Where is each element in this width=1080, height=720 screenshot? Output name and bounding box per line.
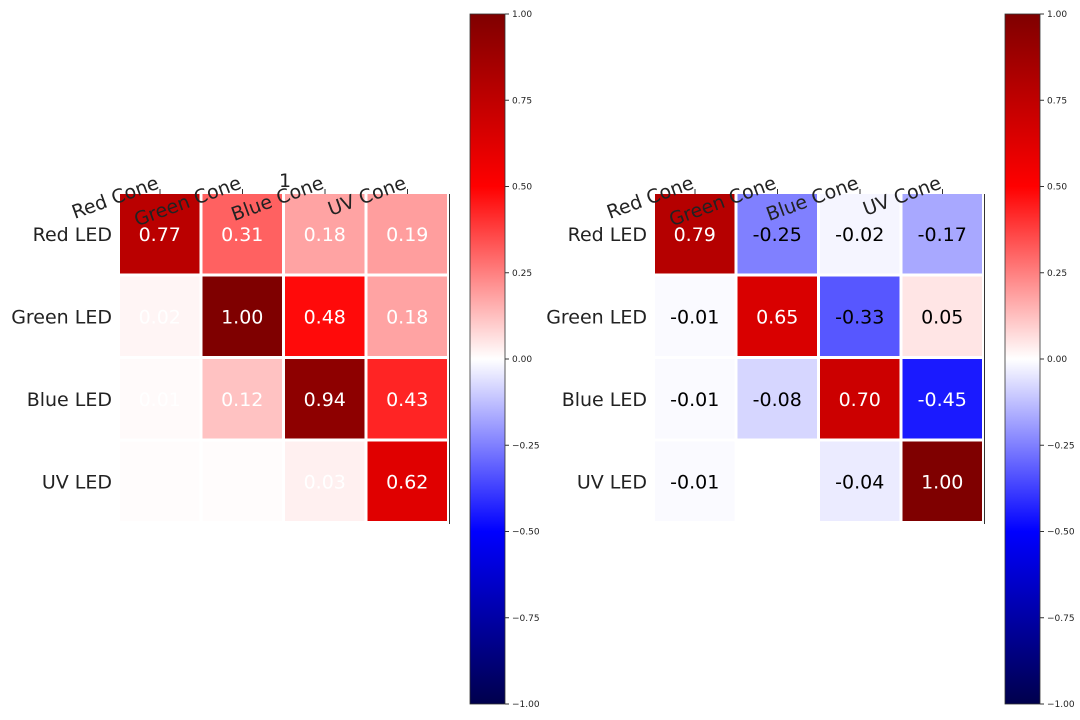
heatmap-cell — [737, 194, 817, 274]
colorbar-1: 1.00 0.75 0.50 0.25 0.00 −0.25 −0.50 −0.75 −1.00 — [469, 10, 540, 710]
heatmap-cell — [655, 441, 735, 521]
colorbar-gradient — [469, 13, 506, 705]
colorbar-tick-label: 1.00 — [512, 10, 532, 20]
cell-value-label: 1.00 — [221, 306, 263, 328]
colorbar-tick-label: 0.50 — [512, 183, 532, 193]
cell-value-label: 0.31 — [221, 224, 263, 246]
heatmap-cell — [120, 194, 200, 274]
cell-value-label: 0.01 — [139, 389, 181, 411]
cell-value-label: 0.02 — [139, 306, 181, 328]
cell-value-label: -0.25 — [753, 224, 802, 246]
heatmap-cell — [655, 359, 735, 439]
heatmap-cell — [655, 276, 735, 356]
chart-title: 1 — [279, 170, 291, 192]
cell-value-label: -0.01 — [670, 389, 719, 411]
heatmap-cell — [202, 276, 282, 356]
heatmap-cell — [902, 359, 982, 439]
heatmap-cell — [367, 194, 447, 274]
cell-value-label: 0.18 — [386, 306, 428, 328]
heatmap-cell — [902, 194, 982, 274]
heatmap-cell — [367, 276, 447, 356]
colorbar-tick-label: 0.00 — [512, 355, 532, 365]
row-label: Green LED — [11, 307, 112, 329]
row-label: Red LED — [568, 224, 647, 246]
cell-value-label: 0.62 — [386, 471, 428, 493]
cell-value-label: 0.05 — [921, 306, 963, 328]
colorbar-tick-label: −0.75 — [512, 614, 540, 624]
colorbar-tick-label: −1.00 — [1047, 700, 1075, 710]
colorbar-tick-label: 0.75 — [1047, 96, 1067, 106]
row-label: UV LED — [42, 472, 112, 494]
cell-value-label: 0.12 — [221, 389, 263, 411]
heatmap-panel-2: 0.79 -0.25 -0.02 -0.17 -0.01 0.65 -0.33 0.05 -0.… — [546, 10, 1075, 710]
heatmap-cell — [737, 276, 817, 356]
heatmap-cell — [285, 276, 365, 356]
cell-value-label: -0.33 — [835, 306, 884, 328]
colorbar-tick-label: 0.00 — [1047, 355, 1067, 365]
heatmap-cell — [285, 359, 365, 439]
cell-value-label: 0.94 — [304, 389, 346, 411]
colorbar-gradient — [1004, 13, 1041, 705]
heatmap-cell — [367, 441, 447, 521]
heatmap-cell — [120, 359, 200, 439]
heatmap-cell — [202, 359, 282, 439]
cell-value-label: -0.08 — [753, 389, 802, 411]
cell-value-label: 0.03 — [304, 471, 346, 493]
cell-value-label: -0.01 — [670, 471, 719, 493]
cell-value-label: 0.70 — [839, 389, 881, 411]
cell-value-label: 0.65 — [756, 306, 798, 328]
heatmap-cell — [820, 441, 900, 521]
cell-value-label: -0.02 — [835, 224, 884, 246]
heatmap-cell — [202, 441, 282, 521]
heatmap-cell — [202, 194, 282, 274]
heatmap-cell — [737, 441, 817, 521]
cell-value-label: 0.48 — [304, 306, 346, 328]
colorbar-tick-label: −0.50 — [512, 528, 540, 538]
colorbar-tick-label: −0.25 — [512, 441, 540, 451]
heatmap-cell — [820, 194, 900, 274]
colorbar-tick-label: −0.25 — [1047, 441, 1075, 451]
row-label: UV LED — [577, 472, 647, 494]
colorbar-tick-label: 0.75 — [512, 96, 532, 106]
cell-value-label: 0.79 — [674, 224, 716, 246]
heatmap-cell — [820, 276, 900, 356]
cell-value-label: -0.17 — [918, 224, 967, 246]
cell-value-label: 0.19 — [386, 224, 428, 246]
cell-value-label: -0.04 — [835, 471, 884, 493]
row-label: Green LED — [546, 307, 647, 329]
heatmap-cell — [655, 194, 735, 274]
heatmap-cell — [285, 194, 365, 274]
row-label: Red LED — [33, 224, 112, 246]
cell-value-label: 0.18 — [304, 224, 346, 246]
heatmap-cell — [120, 276, 200, 356]
cell-value-label: 0.43 — [386, 389, 428, 411]
heatmap-cell — [367, 359, 447, 439]
heatmap-cell — [285, 441, 365, 521]
heatmap-cell — [120, 441, 200, 521]
colorbar-tick-label: 0.25 — [1047, 269, 1067, 279]
row-label: Blue LED — [27, 389, 112, 411]
colorbar-tick-label: 0.50 — [1047, 183, 1067, 193]
colorbar-tick-label: 1.00 — [1047, 10, 1067, 20]
cell-value-label: -0.01 — [670, 306, 719, 328]
colorbar-tick-label: 0.25 — [512, 269, 532, 279]
heatmap-cell — [902, 276, 982, 356]
heatmap-cell — [820, 359, 900, 439]
cell-value-label: 1.00 — [921, 471, 963, 493]
colorbar-2: 1.00 0.75 0.50 0.25 0.00 −0.25 −0.50 −0.75 −1.00 — [1004, 10, 1075, 710]
heatmap-panel-1: 0.77 0.31 0.18 0.19 0.02 1.00 0.48 0.18 0.01 0.12… — [11, 10, 540, 710]
colorbar-tick-label: −1.00 — [512, 700, 540, 710]
colorbar-tick-label: −0.50 — [1047, 528, 1075, 538]
heatmap-cell — [902, 441, 982, 521]
row-label: Blue LED — [562, 389, 647, 411]
cell-value-label: 0.77 — [139, 224, 181, 246]
cell-value-label: -0.45 — [918, 389, 967, 411]
colorbar-tick-label: −0.75 — [1047, 614, 1075, 624]
heatmap-cell — [737, 359, 817, 439]
